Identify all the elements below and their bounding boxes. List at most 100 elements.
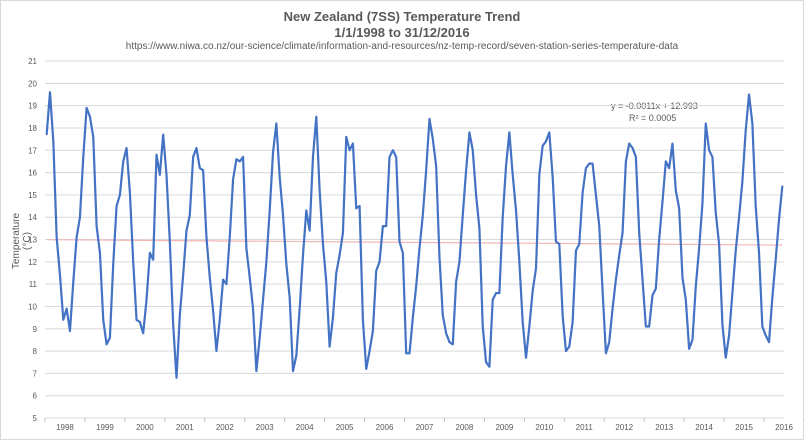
data-point [332, 316, 334, 319]
data-point [698, 247, 700, 250]
data-point [425, 169, 427, 171]
data-point [299, 308, 301, 310]
data-point [562, 314, 564, 316]
data-point [132, 261, 134, 263]
data-point [438, 256, 441, 258]
data-point [229, 236, 231, 238]
data-point [781, 185, 783, 187]
data-point [648, 325, 650, 328]
data-point [528, 325, 530, 328]
data-point [661, 200, 664, 203]
x-tick-label: 2005 [336, 423, 354, 432]
data-point [578, 243, 580, 245]
y-tick-label: 8 [33, 347, 38, 356]
x-tick-label: 2000 [136, 423, 154, 432]
data-point [99, 252, 101, 254]
y-tick-label: 13 [28, 236, 37, 245]
data-point [115, 205, 118, 207]
data-point [731, 292, 734, 294]
data-point [272, 151, 274, 154]
data-point [512, 174, 514, 176]
data-point [312, 156, 314, 158]
data-point [775, 258, 777, 261]
data-point [428, 118, 431, 120]
data-point [82, 156, 84, 158]
data-point [671, 142, 674, 145]
y-tick-label: 20 [28, 79, 37, 88]
data-point [179, 314, 181, 316]
chart-date-range: 1/1/1998 to 31/12/2016 [334, 25, 470, 40]
data-point [565, 350, 567, 352]
data-point [755, 205, 757, 207]
data-point [462, 214, 464, 216]
data-point [502, 216, 504, 218]
y-tick-label: 21 [28, 57, 37, 66]
data-point [635, 156, 637, 158]
data-point [139, 321, 141, 323]
data-point [175, 377, 178, 379]
data-point [758, 252, 760, 254]
data-point [149, 252, 151, 254]
data-point [235, 158, 238, 160]
y-tick-label: 7 [33, 369, 38, 378]
data-point [725, 357, 727, 359]
data-point [408, 352, 411, 354]
data-point [372, 330, 374, 332]
data-point [252, 308, 254, 310]
data-point [728, 334, 730, 337]
data-point [105, 343, 108, 345]
data-point [418, 247, 421, 250]
y-tick-label: 12 [28, 258, 37, 267]
data-point [259, 337, 261, 339]
data-point [705, 122, 707, 125]
data-point [508, 131, 510, 133]
x-tick-label: 2003 [256, 423, 274, 432]
data-point [89, 116, 91, 118]
data-point [285, 263, 287, 265]
data-point [748, 93, 750, 96]
data-point [522, 321, 524, 323]
data-point [552, 176, 554, 178]
data-point [109, 337, 111, 339]
x-tick-label: 2011 [576, 423, 594, 432]
data-point [412, 316, 414, 319]
data-point [545, 140, 547, 142]
data-point [92, 136, 94, 138]
data-point [665, 160, 667, 163]
data-point [358, 205, 361, 207]
data-point [738, 216, 740, 218]
data-point [572, 321, 574, 323]
data-point [52, 140, 54, 142]
data-point [778, 218, 780, 221]
data-point [86, 107, 88, 109]
x-tick-label: 1998 [56, 423, 74, 432]
data-point [458, 261, 461, 263]
data-point [548, 131, 550, 133]
x-tick-label: 2008 [456, 423, 474, 432]
y-tick-label: 6 [33, 392, 38, 401]
data-point [325, 281, 327, 283]
data-point [655, 287, 657, 290]
data-point [745, 129, 747, 131]
data-point [269, 209, 271, 212]
y-tick-label: 15 [28, 191, 37, 200]
data-point [498, 292, 500, 294]
data-point [691, 339, 694, 341]
data-point [309, 229, 311, 232]
data-point [185, 229, 188, 232]
x-tick-label: 2010 [535, 423, 553, 432]
data-point [452, 343, 454, 345]
data-point [348, 149, 351, 151]
data-point [505, 165, 507, 167]
data-point [102, 319, 104, 321]
x-tick-label: 2014 [695, 423, 713, 432]
data-point [322, 243, 324, 245]
data-point [275, 122, 277, 125]
data-point [222, 279, 224, 281]
data-point [478, 227, 481, 229]
data-point [595, 194, 597, 196]
data-point [292, 370, 294, 372]
x-tick-label: 2002 [216, 423, 234, 432]
data-point [352, 142, 354, 145]
y-tick-label: 9 [33, 325, 38, 334]
